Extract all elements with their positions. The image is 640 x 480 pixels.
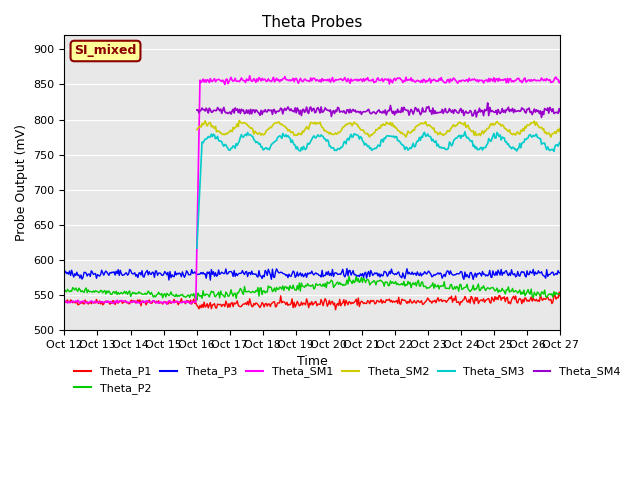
Legend: Theta_P1, Theta_P2, Theta_P3, Theta_SM1, Theta_SM2, Theta_SM3, Theta_SM4: Theta_P1, Theta_P2, Theta_P3, Theta_SM1,…	[70, 362, 625, 398]
X-axis label: Time: Time	[297, 355, 328, 369]
Y-axis label: Probe Output (mV): Probe Output (mV)	[15, 124, 28, 241]
Title: Theta Probes: Theta Probes	[262, 15, 362, 30]
Text: SI_mixed: SI_mixed	[74, 45, 137, 58]
